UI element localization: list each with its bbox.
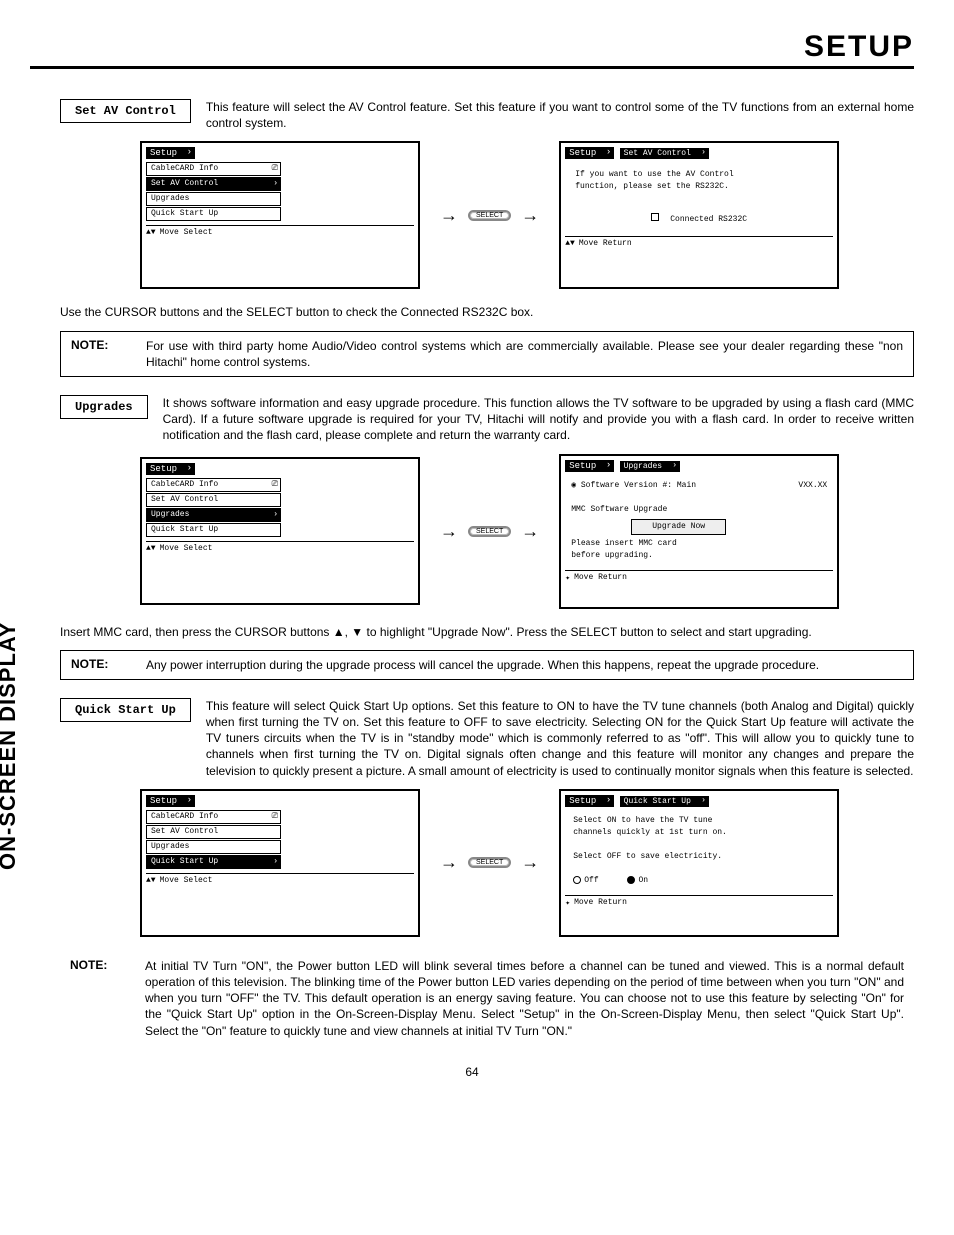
note-upg: NOTE: Any power interruption during the …: [60, 650, 914, 680]
select-button-icon: SELECT: [468, 857, 511, 868]
label-upgrades: Upgrades: [60, 395, 148, 419]
label-quick-start: Quick Start Up: [60, 698, 191, 722]
arrow-icon: →: [440, 205, 458, 226]
checkbox-icon: [651, 213, 659, 221]
screens-qs: Setup CableCARD Info Set AV Control Upgr…: [60, 789, 914, 937]
section-quick-start: Quick Start Up This feature will select …: [60, 698, 914, 1045]
desc-upgrades: It shows software information and easy u…: [163, 395, 914, 444]
osd-qs-detail: Setup Quick Start Up Select ON to have t…: [559, 789, 839, 937]
arrow-icon: →: [440, 521, 458, 542]
screens-upg: Setup CableCARD Info Set AV Control Upgr…: [60, 454, 914, 609]
section-av-control: Set AV Control This feature will select …: [60, 99, 914, 377]
note-qs: NOTE: At initial TV Turn "ON", the Power…: [60, 952, 914, 1045]
page-number: 64: [30, 1065, 914, 1079]
select-button-icon: SELECT: [468, 210, 511, 221]
radio-off-icon: [573, 876, 581, 884]
osd-upg-detail: Setup Upgrades ◉ Software Version #: Mai…: [559, 454, 839, 609]
osd-setup-menu-upg: Setup CableCARD Info Set AV Control Upgr…: [140, 457, 420, 605]
select-button-icon: SELECT: [468, 526, 511, 537]
radio-on-icon: [627, 876, 635, 884]
page-title: SETUP: [30, 30, 914, 69]
arrow-icon: →: [521, 852, 539, 873]
sidebar-label: ON-SCREEN DISPLAY: [0, 622, 21, 870]
desc-quick-start: This feature will select Quick Start Up …: [206, 698, 914, 779]
arrow-icon: →: [440, 852, 458, 873]
osd-av-detail: Setup Set AV Control If you want to use …: [559, 141, 839, 289]
arrow-icon: →: [521, 205, 539, 226]
para-av-after: Use the CURSOR buttons and the SELECT bu…: [60, 304, 914, 320]
para-upg-after: Insert MMC card, then press the CURSOR b…: [60, 624, 914, 640]
arrow-icon: →: [521, 521, 539, 542]
label-av-control: Set AV Control: [60, 99, 191, 123]
desc-av-control: This feature will select the AV Control …: [206, 99, 914, 131]
screens-av: Setup CableCARD Info Set AV Control Upgr…: [60, 141, 914, 289]
note-av: NOTE: For use with third party home Audi…: [60, 331, 914, 377]
upgrade-now-button: Upgrade Now: [631, 519, 726, 535]
osd-setup-menu-qs: Setup CableCARD Info Set AV Control Upgr…: [140, 789, 420, 937]
section-upgrades: Upgrades It shows software information a…: [60, 395, 914, 680]
osd-setup-menu-av: Setup CableCARD Info Set AV Control Upgr…: [140, 141, 420, 289]
